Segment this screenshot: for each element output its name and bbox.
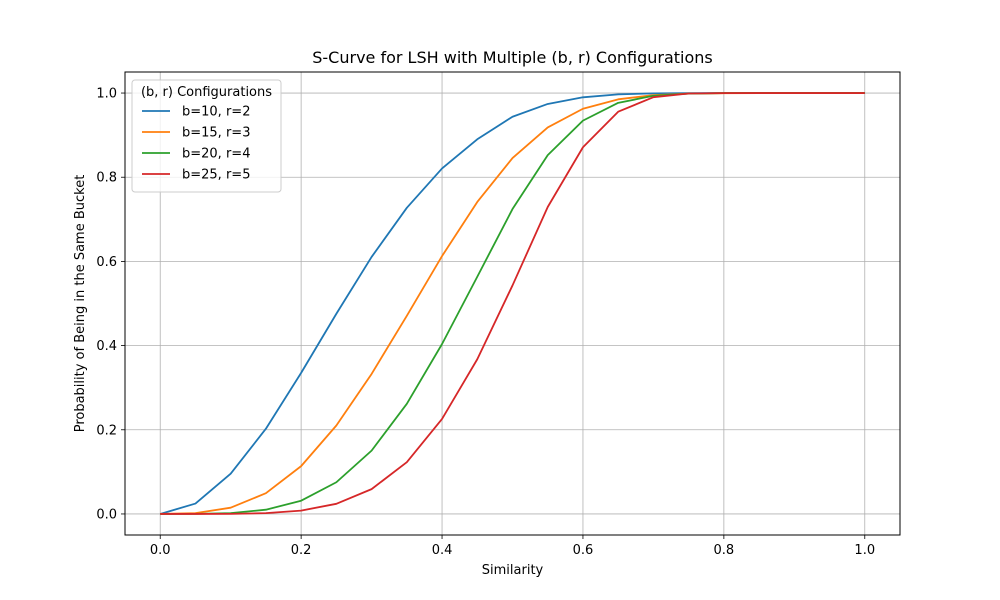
legend-label-2: b=15, r=3 bbox=[182, 126, 250, 141]
y-tick-label: 0.8 bbox=[96, 171, 117, 186]
y-tick-label: 0.2 bbox=[96, 423, 117, 438]
y-tick-label: 0.4 bbox=[96, 339, 117, 354]
x-tick-label: 0.4 bbox=[432, 543, 453, 558]
legend-label-3: b=20, r=4 bbox=[182, 147, 250, 162]
y-axis-label: Probability of Being in the Same Bucket bbox=[73, 175, 88, 433]
x-tick-label: 1.0 bbox=[854, 543, 875, 558]
y-tick-label: 1.0 bbox=[96, 87, 117, 102]
legend-items: b=10, r=2 b=15, r=3 b=20, r=4 b=25, r=5 bbox=[142, 105, 250, 183]
y-tick-label: 0.6 bbox=[96, 255, 117, 270]
x-tick-label: 0.8 bbox=[714, 543, 735, 558]
chart-title: S-Curve for LSH with Multiple (b, r) Con… bbox=[312, 48, 712, 67]
grid bbox=[125, 72, 900, 535]
x-axis-label: Similarity bbox=[482, 563, 544, 578]
x-tick-label: 0.0 bbox=[150, 543, 171, 558]
legend: (b, r) Configurations b=10, r=2 b=15, r=3… bbox=[131, 79, 282, 193]
ticks: 0.0 0.2 0.4 0.6 0.8 1.0 0.0 0.2 0.4 0.6 0.8 1.0 bbox=[96, 87, 875, 558]
legend-label-4: b=25, r=5 bbox=[182, 168, 250, 183]
series-lines bbox=[159, 92, 865, 515]
x-tick-label: 0.6 bbox=[573, 543, 594, 558]
x-tick-label: 0.2 bbox=[291, 543, 312, 558]
legend-title: (b, r) Configurations bbox=[141, 85, 272, 100]
y-tick-label: 0.0 bbox=[96, 507, 117, 522]
plot-frame bbox=[124, 71, 901, 536]
legend-label-1: b=10, r=2 bbox=[182, 105, 250, 120]
series-line-4 bbox=[160, 92, 865, 515]
legend-box bbox=[131, 79, 282, 193]
